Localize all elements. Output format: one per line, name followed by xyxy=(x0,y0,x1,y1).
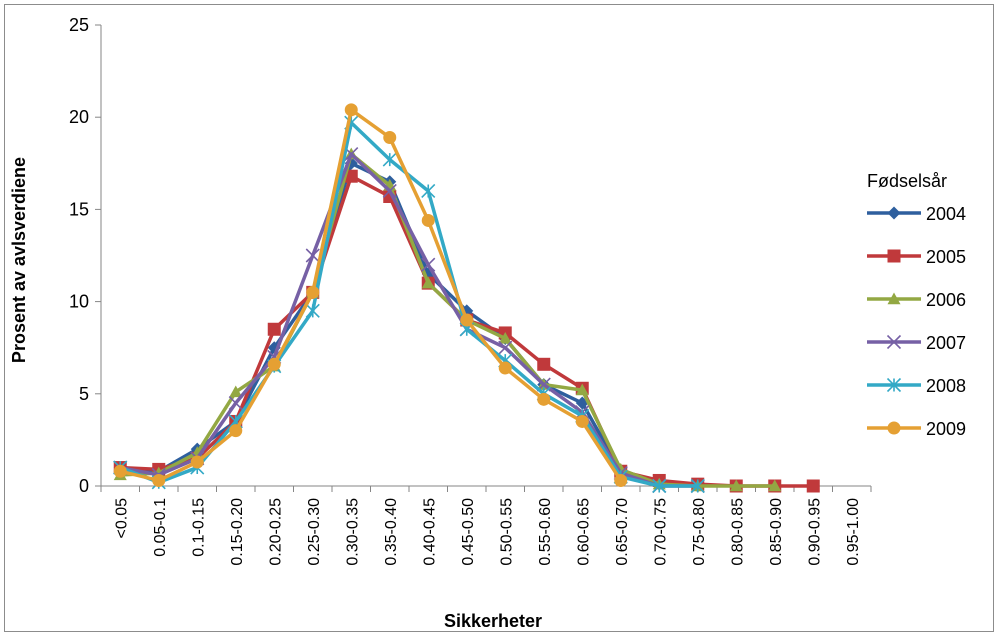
data-point xyxy=(690,478,705,494)
data-point xyxy=(537,357,551,371)
data-point xyxy=(537,392,551,406)
legend-label: 2008 xyxy=(926,376,966,396)
x-tick-label: 0.30-0.35 xyxy=(344,498,361,566)
legend-label: 2006 xyxy=(926,290,966,310)
legend-item: 2009 xyxy=(867,419,966,439)
data-point xyxy=(382,183,397,199)
data-point xyxy=(344,169,358,183)
x-tick-label: 0.85-0.90 xyxy=(768,498,785,566)
data-point xyxy=(421,257,436,272)
x-tick-label: 0.35-0.40 xyxy=(383,498,400,566)
data-point xyxy=(460,313,474,327)
data-point xyxy=(498,340,513,355)
series-2008 xyxy=(113,115,705,494)
data-point xyxy=(768,479,782,492)
data-point xyxy=(305,303,320,318)
legend-item: 2004 xyxy=(867,204,966,224)
y-tick-label: 20 xyxy=(69,107,89,127)
series-2006 xyxy=(113,147,782,492)
data-point xyxy=(267,322,281,336)
legend-label: 2005 xyxy=(926,247,966,267)
data-point xyxy=(498,331,512,344)
x-tick-label: 0.80-0.85 xyxy=(729,498,746,566)
data-point xyxy=(652,478,667,494)
x-tick-label: 0.40-0.45 xyxy=(421,498,438,566)
data-point xyxy=(152,473,166,487)
legend-item: 2008 xyxy=(867,376,966,396)
y-tick-label: 5 xyxy=(79,384,89,404)
x-tick-label: 0.65-0.70 xyxy=(614,498,631,566)
data-point xyxy=(729,479,743,492)
x-tick-label: <0.05 xyxy=(113,498,130,539)
x-tick-label: 0.60-0.65 xyxy=(575,498,592,566)
series-line xyxy=(119,108,623,483)
data-point xyxy=(887,421,901,435)
data-point xyxy=(887,206,901,220)
x-tick-label: 0.1-0.15 xyxy=(190,498,207,557)
legend-item: 2007 xyxy=(867,333,966,353)
series-2007 xyxy=(113,147,705,494)
x-tick-label: 0.70-0.75 xyxy=(652,498,669,566)
y-tick-label: 0 xyxy=(79,476,89,496)
data-point xyxy=(498,361,512,375)
data-point xyxy=(190,455,204,469)
data-point xyxy=(887,292,901,305)
data-point xyxy=(113,464,127,478)
data-point xyxy=(575,414,589,428)
x-tick-label: 0.20-0.25 xyxy=(267,498,284,566)
x-tick-label: 0.55-0.60 xyxy=(537,498,554,566)
data-point xyxy=(306,285,320,299)
data-point xyxy=(383,130,397,144)
data-point xyxy=(575,383,589,396)
y-tick-label: 25 xyxy=(69,15,89,35)
data-point xyxy=(229,385,243,398)
data-point xyxy=(228,395,243,411)
data-point xyxy=(421,276,435,289)
data-point xyxy=(421,213,435,227)
x-tick-label: 0.45-0.50 xyxy=(460,498,477,566)
data-point xyxy=(806,479,820,493)
legend-label: 2009 xyxy=(926,419,966,439)
y-tick-label: 10 xyxy=(69,292,89,312)
line-chart: 0 5 10 15 20 25 <0.05 0.05-0.1 0.1-0.15 0.15-0.20… xyxy=(9,15,966,631)
chart-area: 0 5 10 15 20 25 <0.05 0.05-0.1 0.1-0.15 0.15-0.20… xyxy=(4,4,994,632)
x-tick-label: 0.75-0.80 xyxy=(691,498,708,566)
data-point xyxy=(229,424,243,438)
x-tick-label: 0.05-0.1 xyxy=(152,498,169,557)
data-point xyxy=(344,103,358,117)
legend-label: 2007 xyxy=(926,333,966,353)
data-point xyxy=(421,183,436,199)
series-line xyxy=(119,152,698,488)
x-tick-label: 0.25-0.30 xyxy=(306,498,323,566)
axes: 0 5 10 15 20 25 <0.05 0.05-0.1 0.1-0.15 0.15-0.20… xyxy=(69,15,872,566)
x-tick-label: 0.50-0.55 xyxy=(498,498,515,566)
legend-item: 2006 xyxy=(867,290,966,310)
series-lines xyxy=(113,103,820,494)
data-point xyxy=(614,473,628,487)
data-point xyxy=(267,357,281,371)
data-point xyxy=(382,152,397,167)
legend-item: 2005 xyxy=(867,247,966,267)
y-axis-label: Prosent av avlsverdiene xyxy=(9,157,29,363)
data-point xyxy=(886,377,902,393)
series-2009 xyxy=(113,103,628,487)
data-point xyxy=(886,334,902,350)
legend-label: 2004 xyxy=(926,204,966,224)
x-axis-label: Sikkerheter xyxy=(444,611,542,631)
x-tick-label: 0.95-1.00 xyxy=(845,498,862,566)
data-point xyxy=(305,248,320,263)
data-point xyxy=(887,249,901,263)
x-tick-label: 0.90-0.95 xyxy=(806,498,823,566)
y-tick-label: 15 xyxy=(69,199,89,219)
x-tick-label: 0.15-0.20 xyxy=(229,498,246,566)
legend: Fødselsår 2004 2005 2006 2007 2008 2009 xyxy=(867,171,966,439)
legend-title: Fødselsår xyxy=(867,171,947,191)
